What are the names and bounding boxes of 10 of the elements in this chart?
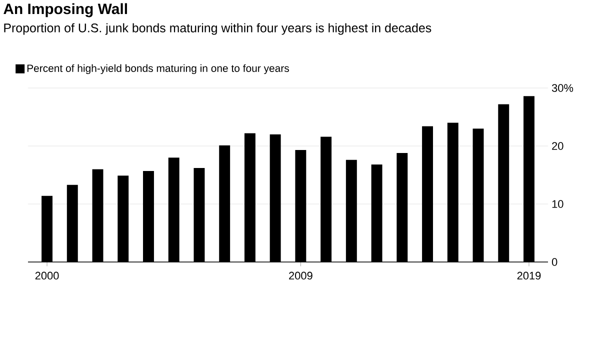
x-tick-label: 2009 xyxy=(289,272,312,280)
chart-title: An Imposing Wall xyxy=(4,3,127,18)
y-tick-label: 20 xyxy=(552,142,564,150)
chart-subtitle: Proportion of U.S. junk bonds maturing within four years is highest in decades xyxy=(4,23,432,35)
legend-label: Percent of high-yield bonds maturing in one to four years xyxy=(27,64,289,74)
x-tick-label: 2019 xyxy=(517,272,541,280)
x-tick-label: 2000 xyxy=(35,272,59,280)
y-tick-label: 0 xyxy=(552,258,558,266)
y-tick-label: 10 xyxy=(552,200,564,208)
y-tick-label: 30% xyxy=(552,84,574,92)
